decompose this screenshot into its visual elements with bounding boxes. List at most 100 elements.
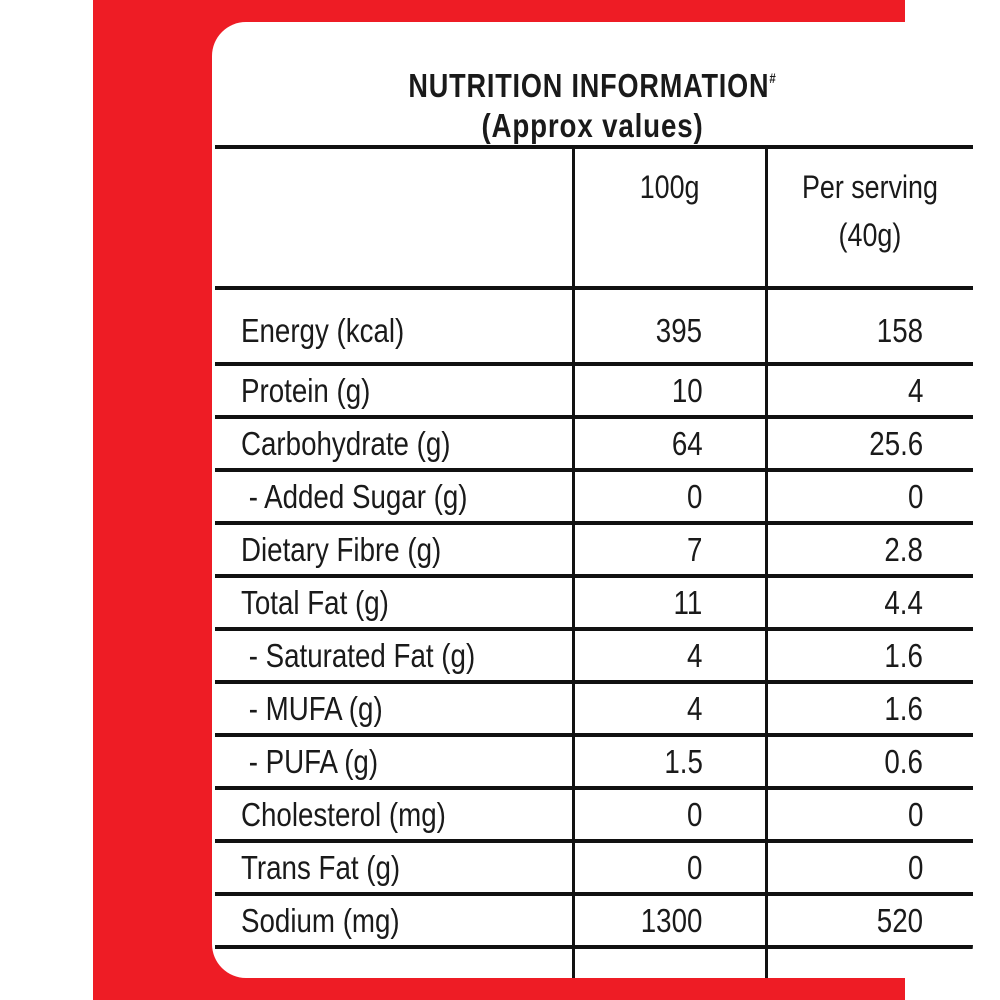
value-per-serving-text: 0 <box>907 848 923 886</box>
value-per-100g: 7 <box>571 521 766 576</box>
value-per-serving: 158 <box>764 286 973 364</box>
value-per-100g-text: 395 <box>656 312 703 349</box>
value-per-serving: 4 <box>764 362 973 417</box>
row-label: Sodium (mg) <box>215 892 573 947</box>
value-per-100g-text: 4 <box>687 636 703 674</box>
table-row-mufa: - MUFA (g) 4 1.6 <box>215 680 973 735</box>
header-per-100g: 100g <box>571 145 766 288</box>
row-label: Protein (g) <box>215 362 573 417</box>
row-label-text: - Saturated Fat (g) <box>241 636 476 674</box>
value-per-serving: 25.6 <box>764 415 973 470</box>
nutrition-label-card: NUTRITION INFORMATION# (Approx values) 1… <box>212 22 973 978</box>
table-row-pufa: - PUFA (g) 1.5 0.6 <box>215 733 973 788</box>
value-per-serving: 0 <box>764 839 973 894</box>
row-label-text: Total Fat (g) <box>241 583 389 621</box>
empty-cell <box>215 945 573 978</box>
cropped-top-script-text <box>93 0 905 6</box>
table-row-dietary-fibre: Dietary Fibre (g) 7 2.8 <box>215 521 973 576</box>
value-per-serving-text: 520 <box>876 901 923 939</box>
nutrition-subtitle: (Approx values) <box>481 107 704 144</box>
nutrition-title-block: NUTRITION INFORMATION# (Approx values) <box>212 58 973 146</box>
row-label-text: Carbohydrate (g) <box>241 424 451 462</box>
value-per-100g-text: 0 <box>687 477 703 515</box>
value-per-100g: 64 <box>571 415 766 470</box>
table-row-empty <box>215 945 973 978</box>
value-per-serving: 0.6 <box>764 733 973 788</box>
row-label-text: Trans Fat (g) <box>241 848 401 886</box>
value-per-100g: 11 <box>571 574 766 629</box>
value-per-serving: 520 <box>764 892 973 947</box>
value-per-100g: 395 <box>571 286 766 364</box>
row-label: Dietary Fibre (g) <box>215 521 573 576</box>
table-header-row: 100g Per serving (40g) <box>215 145 973 288</box>
value-per-serving: 1.6 <box>764 680 973 735</box>
value-per-100g: 4 <box>571 627 766 682</box>
header-per-100g-text: 100g <box>639 169 700 205</box>
value-per-100g: 0 <box>571 786 766 841</box>
row-label: - Saturated Fat (g) <box>215 627 573 682</box>
value-per-serving-text: 25.6 <box>869 424 923 462</box>
value-per-100g: 0 <box>571 839 766 894</box>
nutrition-title: NUTRITION INFORMATION# <box>280 58 904 106</box>
value-per-100g-text: 0 <box>687 795 703 833</box>
header-per-serving-text: Per serving (40g) <box>802 163 938 259</box>
footnote-mark: # <box>769 70 777 86</box>
value-per-serving-text: 0 <box>907 795 923 833</box>
header-per-serving: Per serving (40g) <box>764 145 973 288</box>
header-per-serving-line2: (40g) <box>838 217 902 253</box>
row-label: Total Fat (g) <box>215 574 573 629</box>
header-nutrient <box>215 145 573 288</box>
row-label-text: Sodium (mg) <box>241 901 400 939</box>
value-per-serving-text: 2.8 <box>884 530 923 568</box>
header-per-serving-line1: Per serving <box>802 169 939 205</box>
value-per-serving: 0 <box>764 468 973 523</box>
value-per-serving-text: 1.6 <box>884 636 923 674</box>
value-per-serving-text: 1.6 <box>884 689 923 727</box>
row-label: Energy (kcal) <box>215 286 573 364</box>
value-per-serving: 4.4 <box>764 574 973 629</box>
title-text: NUTRITION INFORMATION <box>408 67 770 104</box>
value-per-100g-text: 0 <box>687 848 703 886</box>
row-label-text: Cholesterol (mg) <box>241 795 446 833</box>
row-label-text: - Added Sugar (g) <box>241 477 468 515</box>
value-per-100g-text: 1300 <box>640 901 703 939</box>
value-per-serving-text: 158 <box>876 312 923 349</box>
table-row-cholesterol: Cholesterol (mg) 0 0 <box>215 786 973 841</box>
row-label: Cholesterol (mg) <box>215 786 573 841</box>
value-per-serving: 2.8 <box>764 521 973 576</box>
empty-cell <box>571 945 766 978</box>
value-per-100g-text: 10 <box>671 371 703 409</box>
row-label-text: - PUFA (g) <box>241 742 379 780</box>
value-per-100g-text: 4 <box>687 689 703 727</box>
table-row-saturated-fat: - Saturated Fat (g) 4 1.6 <box>215 627 973 682</box>
row-label: Carbohydrate (g) <box>215 415 573 470</box>
row-label: - PUFA (g) <box>215 733 573 788</box>
value-per-100g-text: 64 <box>671 424 703 462</box>
table-row-trans-fat: Trans Fat (g) 0 0 <box>215 839 973 894</box>
empty-cell <box>764 945 973 978</box>
value-per-100g: 1300 <box>571 892 766 947</box>
table-row-energy: Energy (kcal) 395 158 <box>215 286 973 364</box>
value-per-100g-text: 7 <box>687 530 703 568</box>
table-row-total-fat: Total Fat (g) 11 4.4 <box>215 574 973 629</box>
row-label: - MUFA (g) <box>215 680 573 735</box>
row-label: - Added Sugar (g) <box>215 468 573 523</box>
table-row-carbohydrate: Carbohydrate (g) 64 25.6 <box>215 415 973 470</box>
value-per-100g: 10 <box>571 362 766 417</box>
value-per-serving-text: 0 <box>907 477 923 515</box>
nutrition-table: 100g Per serving (40g) Energy (kcal) 395… <box>215 145 973 978</box>
value-per-100g: 0 <box>571 468 766 523</box>
value-per-serving-text: 0.6 <box>884 742 923 780</box>
row-label: Trans Fat (g) <box>215 839 573 894</box>
value-per-100g: 1.5 <box>571 733 766 788</box>
row-label-text: - MUFA (g) <box>241 689 383 727</box>
row-label-text: Protein (g) <box>241 371 371 409</box>
table-row-sodium: Sodium (mg) 1300 520 <box>215 892 973 947</box>
value-per-serving-text: 4.4 <box>884 583 923 621</box>
table-row-added-sugar: - Added Sugar (g) 0 0 <box>215 468 973 523</box>
value-per-100g: 4 <box>571 680 766 735</box>
red-packaging-panel: NUTRITION INFORMATION# (Approx values) 1… <box>93 0 973 1000</box>
value-per-100g-text: 11 <box>673 583 703 621</box>
value-per-serving-text: 4 <box>907 371 923 409</box>
row-label-text: Dietary Fibre (g) <box>241 530 442 568</box>
